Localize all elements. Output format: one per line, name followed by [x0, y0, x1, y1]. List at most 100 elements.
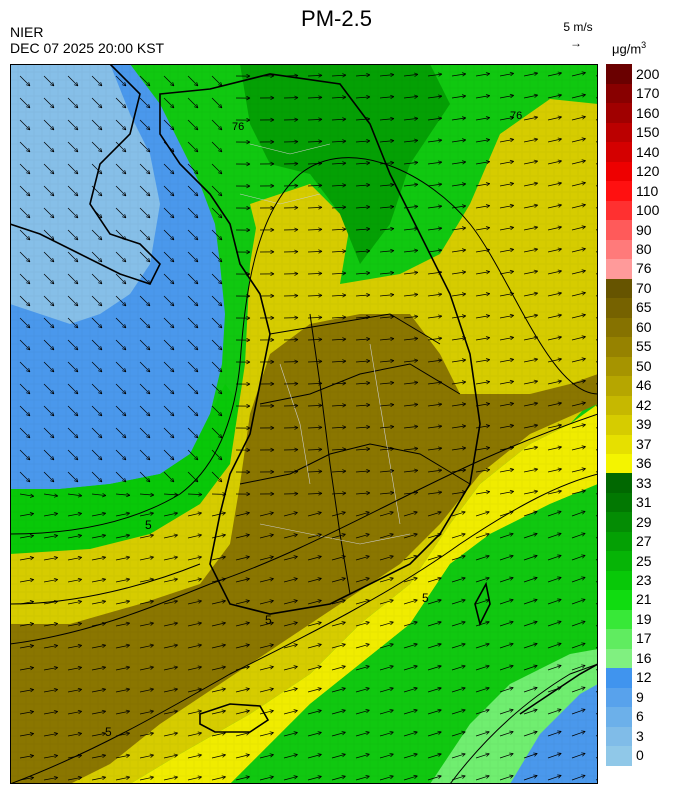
wind-arrowhead-icon — [413, 532, 418, 537]
wind-arrowhead-icon — [246, 425, 251, 431]
wind-arrowhead-icon — [342, 205, 347, 210]
wind-arrowhead-icon — [533, 467, 538, 472]
wind-arrowhead-icon — [145, 433, 151, 439]
wind-arrowhead-icon — [390, 358, 395, 364]
wind-arrowhead-icon — [126, 492, 131, 498]
wind-arrow-icon — [403, 338, 418, 341]
wind-arrow-icon — [499, 381, 514, 385]
wind-arrowhead-icon — [437, 380, 443, 385]
wind-arrow-icon — [91, 512, 106, 517]
wind-arrowhead-icon — [221, 643, 226, 648]
wind-arrowhead-icon — [557, 445, 562, 450]
wind-arrow-icon — [547, 490, 562, 495]
wind-arrowhead-icon — [509, 181, 514, 187]
wind-arrowhead-icon — [533, 335, 538, 340]
wind-arrow-icon — [523, 292, 538, 297]
wind-arrowhead-icon — [317, 665, 322, 670]
wind-arrow-icon — [235, 754, 250, 759]
wind-arrowhead-icon — [557, 379, 562, 384]
wind-arrowhead-icon — [437, 336, 443, 341]
wind-arrow-icon — [523, 380, 538, 385]
wind-arrow-icon — [43, 229, 55, 241]
wind-arrowhead-icon — [49, 81, 55, 87]
wind-arrow-icon — [379, 316, 394, 319]
wind-arrow-icon — [19, 427, 31, 439]
wind-arrowhead-icon — [101, 775, 106, 780]
wind-arrowhead-icon — [193, 323, 199, 329]
wind-arrow-icon — [115, 710, 130, 715]
wind-arrowhead-icon — [149, 511, 154, 516]
wind-arrow-icon — [427, 249, 442, 253]
wind-arrowhead-icon — [222, 492, 227, 497]
wind-arrowhead-icon — [414, 424, 419, 429]
wind-arrowhead-icon — [73, 455, 79, 461]
wind-arrowhead-icon — [53, 555, 58, 561]
wind-arrowhead-icon — [581, 510, 586, 515]
wind-arrowhead-icon — [125, 555, 130, 560]
wind-arrowhead-icon — [437, 774, 442, 779]
wind-arrow-icon — [451, 731, 466, 737]
wind-arrowhead-icon — [413, 730, 418, 735]
wind-arrowhead-icon — [509, 445, 514, 451]
wind-arrowhead-icon — [509, 93, 514, 99]
wind-arrowhead-icon — [193, 301, 199, 307]
wind-arrowhead-icon — [125, 643, 130, 648]
wind-arrowhead-icon — [73, 235, 79, 241]
wind-arrowhead-icon — [509, 664, 514, 669]
wind-arrow-icon — [571, 424, 586, 429]
wind-arrowhead-icon — [145, 169, 151, 175]
wind-arrow-icon — [379, 294, 394, 297]
wind-arrowhead-icon — [149, 577, 154, 582]
wind-arrow-icon — [499, 139, 514, 143]
wind-arrowhead-icon — [97, 191, 103, 197]
wind-arrowhead-icon — [294, 337, 299, 342]
wind-arrow-icon — [163, 185, 175, 197]
wind-arrowhead-icon — [533, 357, 538, 362]
wind-arrow-icon — [187, 361, 199, 373]
wind-arrow-icon — [427, 687, 442, 693]
wind-arrow-icon — [547, 709, 562, 715]
wind-arrowhead-icon — [557, 686, 562, 691]
wind-arrowhead-icon — [221, 753, 226, 758]
wind-arrowhead-icon — [461, 248, 467, 253]
wind-arrowhead-icon — [485, 774, 490, 779]
wind-arrow-icon — [259, 776, 274, 781]
wind-arrowhead-icon — [73, 147, 79, 153]
wind-arrowhead-icon — [97, 477, 103, 483]
wind-arrow-icon — [547, 116, 562, 121]
wind-arrowhead-icon — [317, 709, 322, 714]
wind-arrowhead-icon — [461, 620, 466, 625]
wind-arrow-icon — [91, 295, 103, 307]
wind-arrowhead-icon — [270, 359, 275, 365]
wind-arrow-icon — [307, 448, 323, 451]
wind-arrow-icon — [499, 447, 514, 451]
wind-arrow-icon — [307, 732, 322, 737]
wind-arrow-icon — [211, 251, 223, 263]
wind-arrowhead-icon — [53, 621, 58, 627]
wind-arrow-icon — [19, 777, 34, 781]
wind-arrow-icon — [307, 272, 323, 275]
wind-arrowhead-icon — [149, 533, 154, 538]
wind-arrow-icon — [43, 405, 55, 417]
wind-arrow-icon — [427, 491, 442, 495]
wind-arrowhead-icon — [173, 511, 178, 516]
wind-arrow-icon — [67, 273, 79, 285]
wind-arrowhead-icon — [342, 117, 347, 122]
wind-arrowhead-icon — [437, 686, 442, 691]
contour-label: 5 — [105, 725, 112, 739]
wind-arrowhead-icon — [101, 643, 106, 648]
wind-arrowhead-icon — [193, 455, 199, 461]
wind-arrowhead-icon — [53, 511, 58, 517]
wind-arrowhead-icon — [245, 687, 250, 692]
wind-arrow-icon — [331, 643, 346, 649]
contour-line — [10, 413, 598, 645]
wind-arrowhead-icon — [581, 357, 586, 362]
wind-arrowhead-icon — [581, 532, 586, 537]
wind-arrow-icon — [451, 227, 466, 231]
wind-arrowhead-icon — [149, 599, 154, 604]
wind-arrow-icon — [427, 139, 442, 143]
wind-arrowhead-icon — [389, 686, 394, 692]
wind-arrowhead-icon — [53, 493, 59, 498]
wind-arrow-icon — [475, 469, 490, 473]
wind-arrow-icon — [451, 469, 466, 473]
